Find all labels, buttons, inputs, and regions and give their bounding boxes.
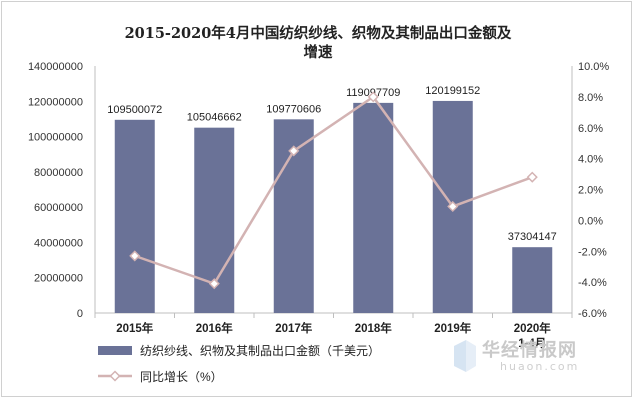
x-category-label: 1-4月 bbox=[518, 337, 546, 350]
growth-point-1 bbox=[129, 250, 141, 262]
legend-line-label: 同比增长（%） bbox=[140, 370, 223, 384]
x-category-label: 2016年 bbox=[196, 321, 234, 335]
chart-title-line-2: 增速 bbox=[304, 43, 333, 61]
x-category-label: 2020年 bbox=[514, 321, 552, 335]
growth-point-5 bbox=[447, 200, 459, 213]
growth-point-4 bbox=[367, 91, 379, 103]
chart-title-line-1: 2015-2020年4月中国纺织纱线、织物及其制品出口金额及 bbox=[125, 24, 512, 42]
y-right-tick-label: 4.0% bbox=[578, 154, 603, 166]
growth-point-2 bbox=[208, 278, 220, 290]
x-category-label: 2017年 bbox=[275, 321, 313, 335]
bar-value-label: 109500072 bbox=[107, 104, 162, 116]
y-right-tick-label: -2.0% bbox=[578, 246, 607, 258]
watermark-logo-icon bbox=[454, 340, 476, 372]
growth-point-3 bbox=[288, 145, 300, 157]
y-left-tick-label: 40000000 bbox=[34, 237, 83, 249]
legend-bar-label: 纺织纱线、织物及其制品出口金额（千美元） bbox=[140, 343, 380, 358]
y-left-tick-label: 100000000 bbox=[28, 132, 83, 144]
watermark: 华经情报网 huaon.com bbox=[452, 336, 632, 386]
bar-value-label: 105046662 bbox=[187, 112, 242, 124]
y-left-tick-label: 0 bbox=[77, 308, 83, 320]
y-left-tick-label: 120000000 bbox=[28, 96, 83, 108]
bar-1 bbox=[114, 119, 155, 314]
y-left-tick-label: 80000000 bbox=[34, 167, 83, 179]
bar-value-label: 120199152 bbox=[425, 85, 480, 97]
bar-value-label: 37304147 bbox=[508, 231, 557, 243]
y-right-tick-label: 0.0% bbox=[578, 215, 603, 227]
x-category-label: 2018年 bbox=[355, 321, 393, 335]
bar-4 bbox=[353, 102, 394, 313]
watermark-text: 华经情报网 bbox=[482, 340, 577, 361]
y-left-tick-label: 60000000 bbox=[34, 202, 83, 214]
bar-6 bbox=[512, 247, 553, 313]
y-left-tick-label: 20000000 bbox=[34, 273, 83, 285]
growth-point-6 bbox=[526, 171, 538, 183]
y-right-tick-label: 2.0% bbox=[578, 185, 603, 197]
y-right-tick-label: 6.0% bbox=[578, 123, 603, 135]
y-right-tick-label: 10.0% bbox=[578, 61, 609, 73]
y-left-tick-label: 140000000 bbox=[28, 61, 83, 73]
legend-line-marker bbox=[109, 370, 121, 382]
y-right-tick-label: 8.0% bbox=[578, 92, 603, 104]
y-right-tick-label: -4.0% bbox=[578, 277, 607, 289]
y-right-tick-label: -6.0% bbox=[578, 308, 607, 320]
x-category-label: 2019年 bbox=[434, 321, 472, 335]
legend-bar-swatch bbox=[98, 346, 132, 355]
x-category-label: 2015年 bbox=[116, 321, 154, 335]
growth-line bbox=[134, 95, 533, 286]
bar-value-label: 109770606 bbox=[266, 103, 321, 115]
watermark-url: huaon.com bbox=[500, 360, 580, 373]
